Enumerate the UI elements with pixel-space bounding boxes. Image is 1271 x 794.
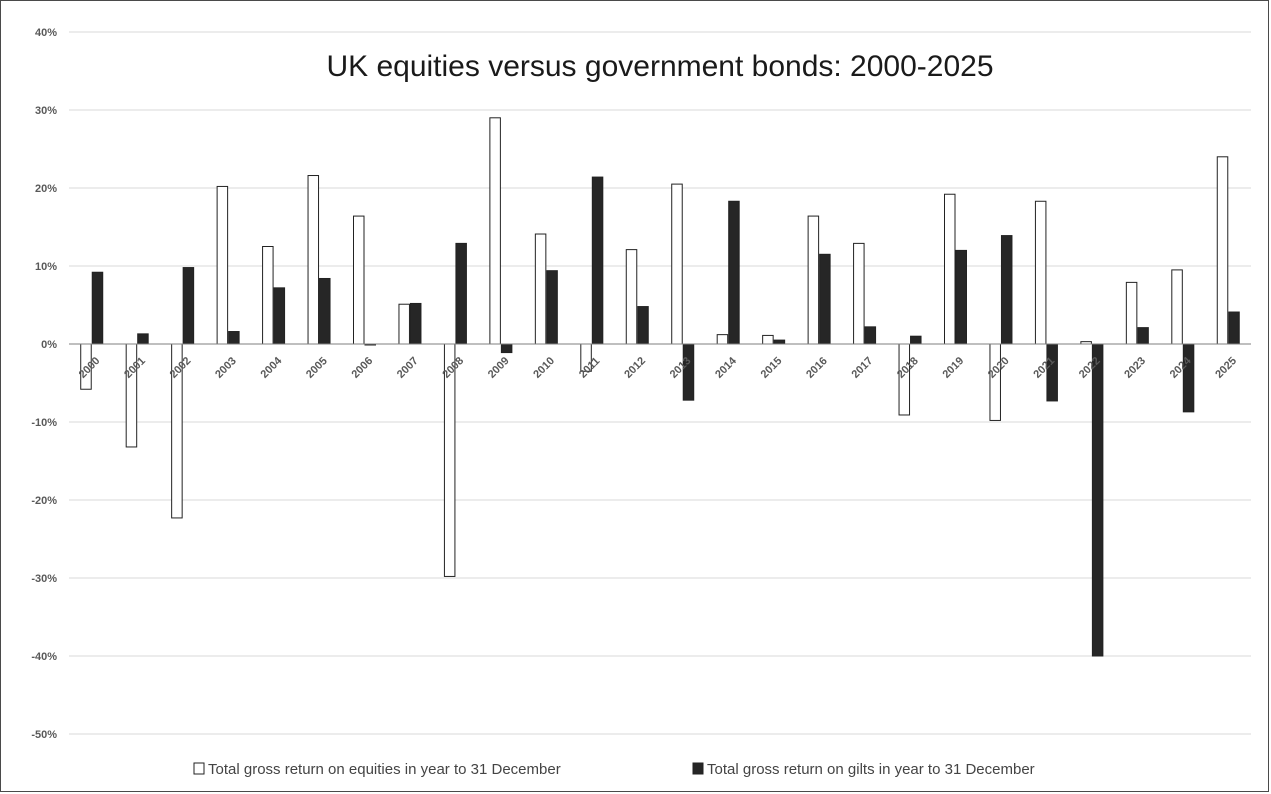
x-tick-label: 2010 [531, 355, 557, 381]
bar-gilts [591, 176, 604, 345]
legend-label-gilts: Total gross return on gilts in year to 3… [707, 761, 1035, 778]
x-tick-label: 2004 [259, 354, 285, 380]
bar-gilts [1000, 235, 1013, 345]
bar-equities [398, 303, 410, 345]
y-tick-label: 20% [35, 183, 57, 195]
bar-equities [671, 183, 683, 345]
bar-gilts [1182, 343, 1195, 413]
bar-gilts [1228, 311, 1240, 345]
y-tick-label: -50% [31, 729, 57, 741]
bar-gilts [910, 335, 922, 345]
y-tick-label: -40% [31, 651, 57, 663]
bar-gilts [137, 333, 149, 345]
bar-equities [1125, 281, 1138, 345]
bar-equities [262, 246, 274, 345]
y-tick-label: 40% [35, 27, 57, 39]
bar-equities [307, 175, 320, 345]
bar-gilts [1046, 343, 1058, 402]
y-tick-label: 0% [41, 339, 57, 351]
x-tick-label: 2007 [395, 355, 421, 381]
bar-gilts [1091, 343, 1104, 657]
x-tick-label: 2015 [759, 355, 785, 381]
x-tick-label: 2005 [304, 355, 330, 381]
bar-gilts [409, 302, 422, 345]
y-tick-label: -30% [31, 573, 57, 585]
bar-equities [216, 185, 229, 345]
bar-gilts [228, 331, 240, 345]
bar-gilts [182, 267, 195, 345]
y-tick-label: 30% [35, 105, 57, 117]
bar-gilts [1137, 327, 1149, 345]
bar-gilts [500, 343, 513, 354]
x-tick-label: 2009 [486, 355, 512, 381]
x-tick-label: 2025 [1213, 355, 1239, 381]
gridlines [69, 31, 1251, 735]
x-tick-label: 2014 [713, 354, 739, 380]
bar-equities [716, 334, 729, 345]
bar-equities [1216, 156, 1229, 345]
bar-equities [1034, 200, 1047, 345]
y-tick-label: -20% [31, 495, 57, 507]
x-tick-label: 2016 [804, 355, 830, 381]
y-tick-label: -10% [31, 417, 57, 429]
bars [80, 117, 1240, 657]
bar-equities [853, 242, 865, 345]
x-axis: 2000 2001 2002 2003 2004 2005 2006 2007 2008 2009… [77, 354, 1239, 380]
legend-label-equities: Total gross return on equities in year t… [208, 761, 561, 778]
bar-equities [489, 117, 501, 345]
y-tick-label: 10% [35, 261, 57, 273]
x-tick-label: 2003 [213, 355, 239, 381]
bar-equities [944, 193, 956, 345]
y-axis: -50% -40% -30% -20% -10% 0% 10% 20% 30% 40% [31, 27, 57, 741]
x-tick-label: 2006 [349, 355, 375, 381]
bar-gilts [637, 306, 649, 345]
bar-equities [625, 249, 638, 345]
x-tick-label: 2023 [1122, 355, 1148, 381]
bar-gilts [773, 339, 786, 345]
x-tick-label: 2019 [940, 355, 966, 381]
x-tick-label: 2012 [622, 355, 648, 381]
bar-gilts [955, 249, 967, 345]
bar-equities [989, 343, 1001, 421]
bar-gilts [864, 326, 877, 345]
legend-swatch-equities [193, 762, 205, 775]
bar-gilts [455, 242, 467, 345]
bar-gilts [546, 270, 558, 345]
legend: Total gross return on equities in year t… [193, 761, 1035, 778]
bar-equities [807, 215, 820, 345]
x-tick-label: 2017 [850, 355, 876, 381]
bar-gilts [273, 287, 286, 345]
bar-gilts [319, 277, 331, 345]
bar-equities [534, 233, 547, 345]
bar-equities [762, 334, 774, 345]
bar-gilts [91, 271, 104, 345]
bar-gilts [819, 253, 831, 345]
legend-swatch-gilts [692, 762, 704, 775]
chart-title: UK equities versus government bonds: 200… [326, 50, 993, 83]
bar-gilts [728, 200, 740, 345]
bar-equities [353, 215, 365, 345]
bar-equities [1171, 269, 1183, 345]
